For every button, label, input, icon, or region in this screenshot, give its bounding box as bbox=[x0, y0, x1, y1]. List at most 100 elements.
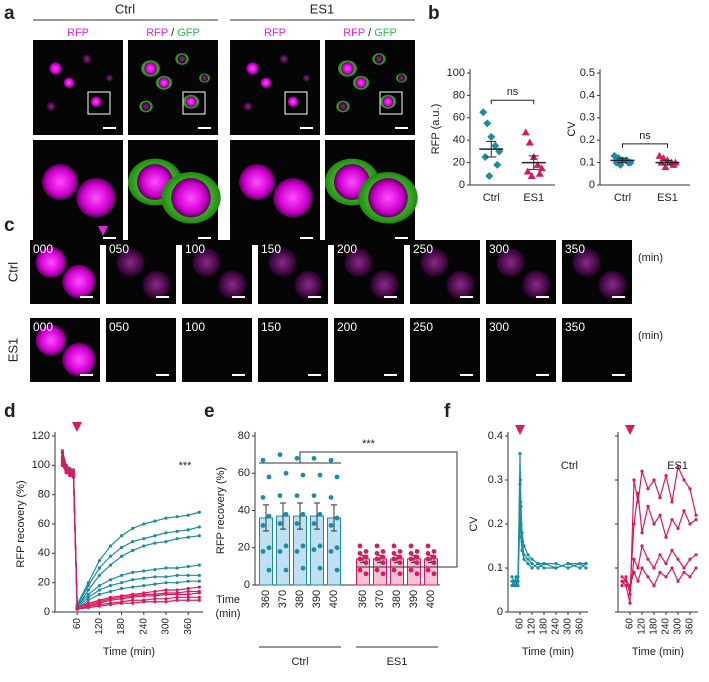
x-tick-label: ES1 bbox=[657, 192, 678, 204]
data-point bbox=[566, 562, 570, 566]
x-tick-label: ES1 bbox=[523, 192, 544, 204]
data-point bbox=[664, 562, 668, 566]
data-point bbox=[175, 592, 179, 597]
frame-time: 200 bbox=[337, 320, 357, 334]
annotation: ns bbox=[507, 86, 519, 98]
x-tick-label: 360 bbox=[357, 590, 369, 608]
data-point bbox=[131, 598, 135, 602]
data-point bbox=[481, 153, 490, 161]
data-point bbox=[664, 474, 668, 478]
nucleus bbox=[192, 248, 221, 277]
frame-time: 150 bbox=[261, 320, 281, 334]
x-tick-label: 60 bbox=[625, 618, 636, 630]
nucleus bbox=[287, 96, 299, 108]
data-point bbox=[646, 487, 650, 491]
frame-time: 300 bbox=[489, 320, 509, 334]
data-point bbox=[283, 567, 289, 573]
annotation: *** bbox=[179, 460, 193, 472]
nucleus bbox=[35, 247, 67, 278]
y-tick-label: 0 bbox=[497, 606, 503, 618]
nucleus bbox=[374, 54, 384, 64]
data-point bbox=[526, 553, 530, 557]
data-point bbox=[175, 529, 179, 533]
data-point bbox=[120, 597, 124, 601]
sem-bar bbox=[662, 159, 673, 166]
inset-box bbox=[182, 91, 206, 115]
data-point bbox=[578, 562, 582, 566]
data-point bbox=[479, 108, 488, 117]
image bbox=[334, 318, 404, 382]
data-point bbox=[431, 549, 437, 554]
data-point bbox=[153, 582, 157, 586]
data-point bbox=[142, 569, 146, 573]
data-point bbox=[414, 560, 420, 566]
data-point bbox=[86, 588, 90, 592]
nucleus bbox=[158, 77, 170, 89]
data-point bbox=[357, 556, 363, 562]
data-point bbox=[120, 534, 124, 538]
data-point bbox=[197, 598, 201, 602]
data-point bbox=[108, 578, 113, 582]
data-point bbox=[676, 526, 680, 531]
frame-time: 100 bbox=[185, 242, 205, 256]
stimulus-arrow bbox=[515, 425, 525, 435]
data-point bbox=[646, 557, 650, 561]
data-point bbox=[391, 556, 397, 562]
frame-time: 100 bbox=[185, 320, 205, 334]
data-point bbox=[120, 586, 124, 591]
nucleus bbox=[35, 325, 67, 356]
nucleus bbox=[82, 54, 92, 64]
data-point bbox=[658, 496, 662, 500]
y-tick-label: 0 bbox=[244, 579, 250, 591]
data-point bbox=[142, 576, 146, 580]
data-point bbox=[164, 575, 168, 579]
data-point bbox=[624, 575, 628, 579]
data-point bbox=[425, 543, 431, 549]
x-tick-label: 380 bbox=[294, 590, 306, 608]
data-point bbox=[334, 515, 340, 521]
image bbox=[128, 40, 218, 135]
y-axis-label: RFP recovery (%) bbox=[15, 480, 27, 567]
data-point bbox=[646, 575, 650, 579]
data-point bbox=[636, 579, 640, 583]
group-label: Ctrl bbox=[291, 656, 308, 668]
y-tick-label: 40 bbox=[38, 547, 50, 559]
data-point bbox=[108, 589, 113, 594]
data-point bbox=[60, 450, 64, 454]
data-point bbox=[535, 169, 544, 177]
data-point bbox=[510, 575, 514, 579]
data-point bbox=[300, 511, 306, 517]
x-axis-label: Time bbox=[216, 594, 240, 606]
data-point bbox=[640, 531, 644, 535]
data-point bbox=[153, 597, 157, 601]
data-point bbox=[688, 557, 692, 561]
data-point bbox=[266, 545, 272, 551]
data-point bbox=[260, 457, 266, 463]
frame-time: 000 bbox=[33, 320, 53, 334]
x-axis-label: Time (min) bbox=[522, 646, 574, 658]
data-point bbox=[554, 566, 558, 570]
data-point bbox=[86, 606, 90, 610]
nucleus bbox=[185, 96, 197, 108]
data-point bbox=[542, 566, 546, 570]
data-point bbox=[260, 523, 266, 528]
nucleus bbox=[273, 177, 313, 218]
sem-bar bbox=[486, 140, 497, 158]
data-point bbox=[620, 584, 624, 588]
x-tick-label: 240 bbox=[138, 618, 149, 635]
data-point bbox=[664, 575, 668, 579]
data-point bbox=[131, 578, 135, 582]
bracket bbox=[259, 451, 458, 568]
nucleus bbox=[200, 74, 209, 82]
data-point bbox=[640, 566, 644, 570]
data-point bbox=[380, 554, 386, 560]
x-tick-label: 370 bbox=[277, 590, 289, 608]
nucleus bbox=[496, 248, 525, 277]
data-point bbox=[300, 472, 306, 478]
series-line bbox=[61, 465, 200, 611]
data-point bbox=[527, 172, 536, 180]
data-point bbox=[142, 584, 146, 588]
data-point bbox=[164, 566, 168, 570]
micrographs: 0000000500501001001501502002002502503003… bbox=[30, 40, 632, 382]
data-point bbox=[142, 600, 146, 604]
